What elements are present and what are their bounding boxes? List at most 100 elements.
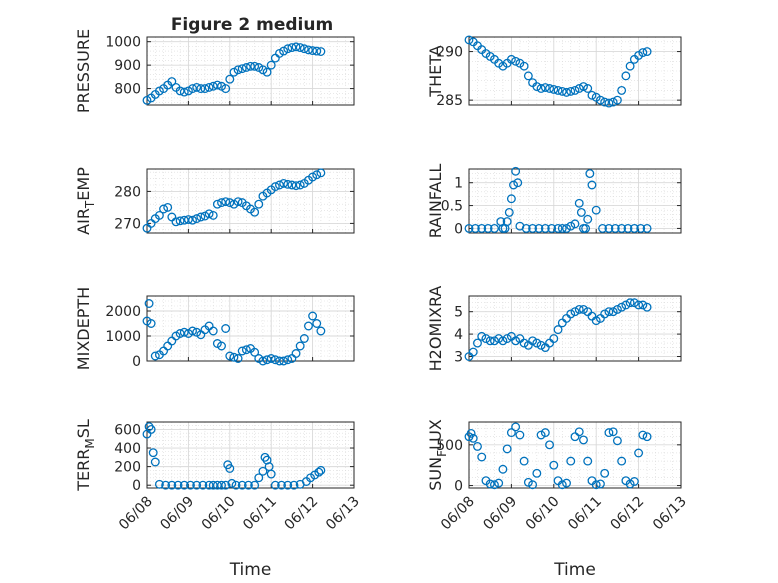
- data-point: [275, 356, 284, 366]
- data-point: [196, 84, 206, 94]
- data-point: [481, 334, 491, 344]
- data-point: [295, 341, 305, 351]
- data-point: [504, 207, 514, 217]
- data-point: [489, 336, 499, 346]
- data-point: [312, 46, 322, 56]
- data-point: [612, 95, 622, 105]
- data-point: [212, 480, 222, 490]
- data-point: [521, 223, 531, 233]
- data-point: [208, 326, 218, 336]
- y-axis-label-main: TERR: [74, 449, 93, 492]
- data-point: [513, 178, 523, 188]
- data-point: [617, 223, 627, 233]
- data-point: [154, 210, 164, 220]
- y-tick-label: 200: [114, 460, 141, 476]
- y-tick-label: 0: [454, 479, 463, 495]
- data-point: [540, 428, 550, 438]
- data-point: [237, 64, 247, 74]
- data-point: [608, 427, 618, 437]
- data-point: [212, 80, 222, 90]
- data-point: [283, 179, 293, 189]
- data-point: [642, 223, 652, 233]
- data-point: [494, 478, 504, 488]
- data-point: [295, 180, 305, 190]
- data-point: [254, 199, 264, 209]
- data-point: [314, 467, 324, 477]
- data-point: [489, 480, 499, 490]
- series-points: [464, 298, 652, 361]
- data-point: [553, 85, 563, 95]
- data-point: [308, 46, 318, 56]
- data-point: [570, 219, 580, 229]
- data-point: [464, 35, 474, 45]
- data-point: [312, 170, 322, 180]
- y-axis-label-sub: F: [435, 450, 449, 457]
- data-point: [562, 87, 571, 97]
- data-point: [227, 478, 237, 488]
- data-point: [562, 223, 571, 233]
- data-point: [519, 338, 529, 348]
- y-tick-label: 600: [114, 422, 141, 438]
- data-point: [553, 325, 563, 335]
- data-point: [600, 309, 610, 319]
- data-point: [536, 430, 546, 440]
- data-point: [574, 427, 584, 437]
- y-tick-label: 400: [114, 441, 141, 457]
- data-point: [528, 480, 538, 490]
- y-axis-label: THETA: [426, 45, 445, 97]
- subplot-pressure: 800 900 1000 PRESSURE: [74, 29, 355, 113]
- data-point: [470, 223, 480, 233]
- data-point: [629, 298, 639, 308]
- data-point: [621, 71, 631, 81]
- data-point: [468, 433, 478, 443]
- data-point: [221, 84, 231, 94]
- data-point: [154, 479, 164, 489]
- data-point: [277, 480, 286, 490]
- data-point: [506, 54, 516, 64]
- data-point: [250, 347, 260, 357]
- data-point: [574, 84, 584, 93]
- data-point: [485, 479, 495, 489]
- series-points: [142, 422, 326, 490]
- y-tick-label: 290: [436, 45, 463, 61]
- data-point: [629, 223, 639, 233]
- data-point: [574, 198, 584, 208]
- data-point: [304, 45, 313, 55]
- data-point: [519, 61, 529, 71]
- data-point: [595, 95, 605, 105]
- data-point: [494, 334, 504, 344]
- data-point: [549, 85, 559, 94]
- data-point: [483, 223, 493, 233]
- data-point: [557, 480, 567, 490]
- data-point: [186, 480, 195, 490]
- y-tick-label: 0: [454, 221, 463, 237]
- data-point: [179, 480, 189, 490]
- y-tick-label: 2000: [105, 304, 141, 320]
- data-point: [196, 212, 206, 222]
- grid: [469, 422, 681, 488]
- data-point: [636, 223, 646, 233]
- series-points: [464, 422, 652, 490]
- y-tick-label: 800: [114, 82, 141, 98]
- x-axis-label: Time: [553, 560, 596, 580]
- data-point: [212, 199, 222, 209]
- y-tick-label: 280: [114, 184, 141, 200]
- data-point: [146, 319, 156, 328]
- data-point: [312, 319, 322, 328]
- data-point: [258, 466, 268, 476]
- data-point: [579, 435, 588, 445]
- data-point: [262, 355, 272, 365]
- data-point: [583, 84, 593, 93]
- data-point: [254, 473, 264, 483]
- data-point: [477, 452, 487, 462]
- data-point: [638, 430, 648, 440]
- data-point: [192, 82, 202, 92]
- data-point: [221, 197, 231, 207]
- data-point: [642, 302, 652, 312]
- data-point: [167, 480, 177, 490]
- data-point: [250, 480, 260, 490]
- subplot-rainfall: 0 0.5 1 RAINFALL: [426, 164, 682, 238]
- series-points: [142, 299, 326, 366]
- data-point: [270, 182, 280, 192]
